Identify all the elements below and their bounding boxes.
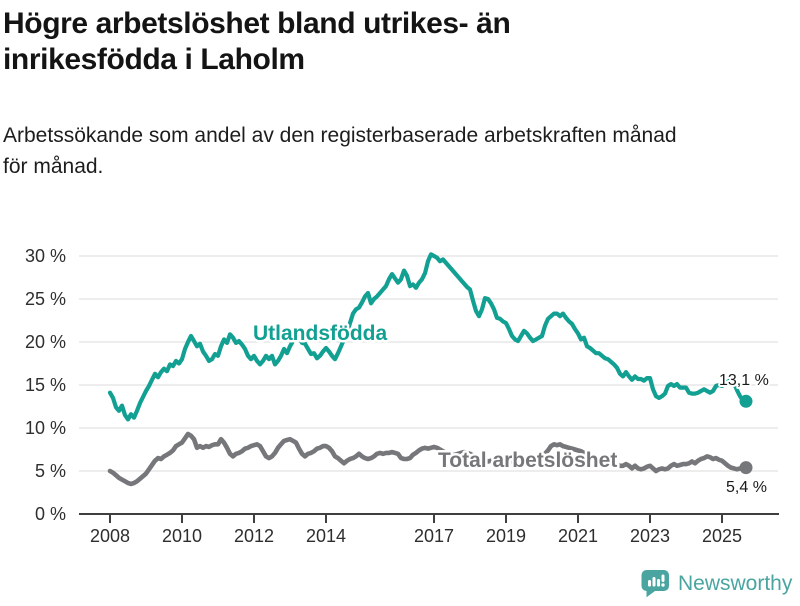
x-tick-label: 2021 <box>558 526 598 546</box>
annotations: Utlandsfödda Total arbetslöshet 13,1 % 5… <box>251 320 771 499</box>
page-subtitle: Arbetssökande som andel av den registerb… <box>3 120 800 182</box>
bar-2 <box>652 577 656 587</box>
bar-3 <box>657 579 660 587</box>
end-value-label-utlandsfodda: 13,1 % <box>719 372 769 389</box>
series-end-dot-1 <box>739 394 753 408</box>
x-tick-label: 2023 <box>630 526 670 546</box>
series-end-dot-2 <box>739 461 753 475</box>
x-tick-label: 2017 <box>414 526 454 546</box>
page-subtitle-line-1: Arbetssökande som andel av den registerb… <box>3 124 677 147</box>
x-tick-label: 2010 <box>162 526 202 546</box>
series-line-1 <box>107 252 749 422</box>
bar-1 <box>648 580 651 587</box>
series-lines <box>107 252 753 487</box>
x-axis <box>79 513 779 523</box>
x-tick-label: 2014 <box>306 526 346 546</box>
end-value-label-total-arbetsloshet: 5,4 % <box>726 479 767 496</box>
x-tick-label: 2008 <box>90 526 130 546</box>
series-label-total-arbetsloshet: Total arbetslöshet <box>438 449 617 472</box>
exclamation-dot <box>661 583 665 587</box>
x-axis-labels: 2008 2010 2012 2014 2017 2019 2021 2023 2025 <box>90 526 742 546</box>
y-axis-labels: 0 % 5 % 10 % 15 % 20 % 25 % 30 % <box>25 246 66 524</box>
series-line-2 <box>107 431 749 487</box>
page-title-line-1: Högre arbetslöshet bland utrikes- än <box>3 7 511 40</box>
newsworthy-logo: Newsworthy <box>641 569 792 598</box>
page-title-line-2: inrikesfödda i Laholm <box>3 43 305 76</box>
x-tick-label: 2025 <box>702 526 742 546</box>
newsworthy-wordmark: Newsworthy <box>678 571 793 595</box>
y-tick-label: 30 % <box>25 246 66 266</box>
x-tick-label: 2012 <box>234 526 274 546</box>
exclamation-bar <box>661 574 665 582</box>
y-tick-label: 20 % <box>25 332 66 352</box>
y-tick-label: 5 % <box>35 461 66 481</box>
y-tick-label: 0 % <box>35 504 66 524</box>
newsworthy-icon <box>641 570 669 598</box>
series-label-utlandsfodda: Utlandsfödda <box>253 322 387 345</box>
y-tick-label: 25 % <box>25 289 66 309</box>
line-chart: 0 %5 %10 %15 %20 %25 %30 % 2008 2010 2012 2… <box>25 246 779 546</box>
y-tick-label: 10 % <box>25 418 66 438</box>
x-tick-label: 2019 <box>486 526 526 546</box>
page-title: Högre arbetslöshet bland utrikes- än inr… <box>3 6 800 78</box>
page-subtitle-line-2: för månad. <box>3 155 104 178</box>
y-tick-label: 15 % <box>25 375 66 395</box>
